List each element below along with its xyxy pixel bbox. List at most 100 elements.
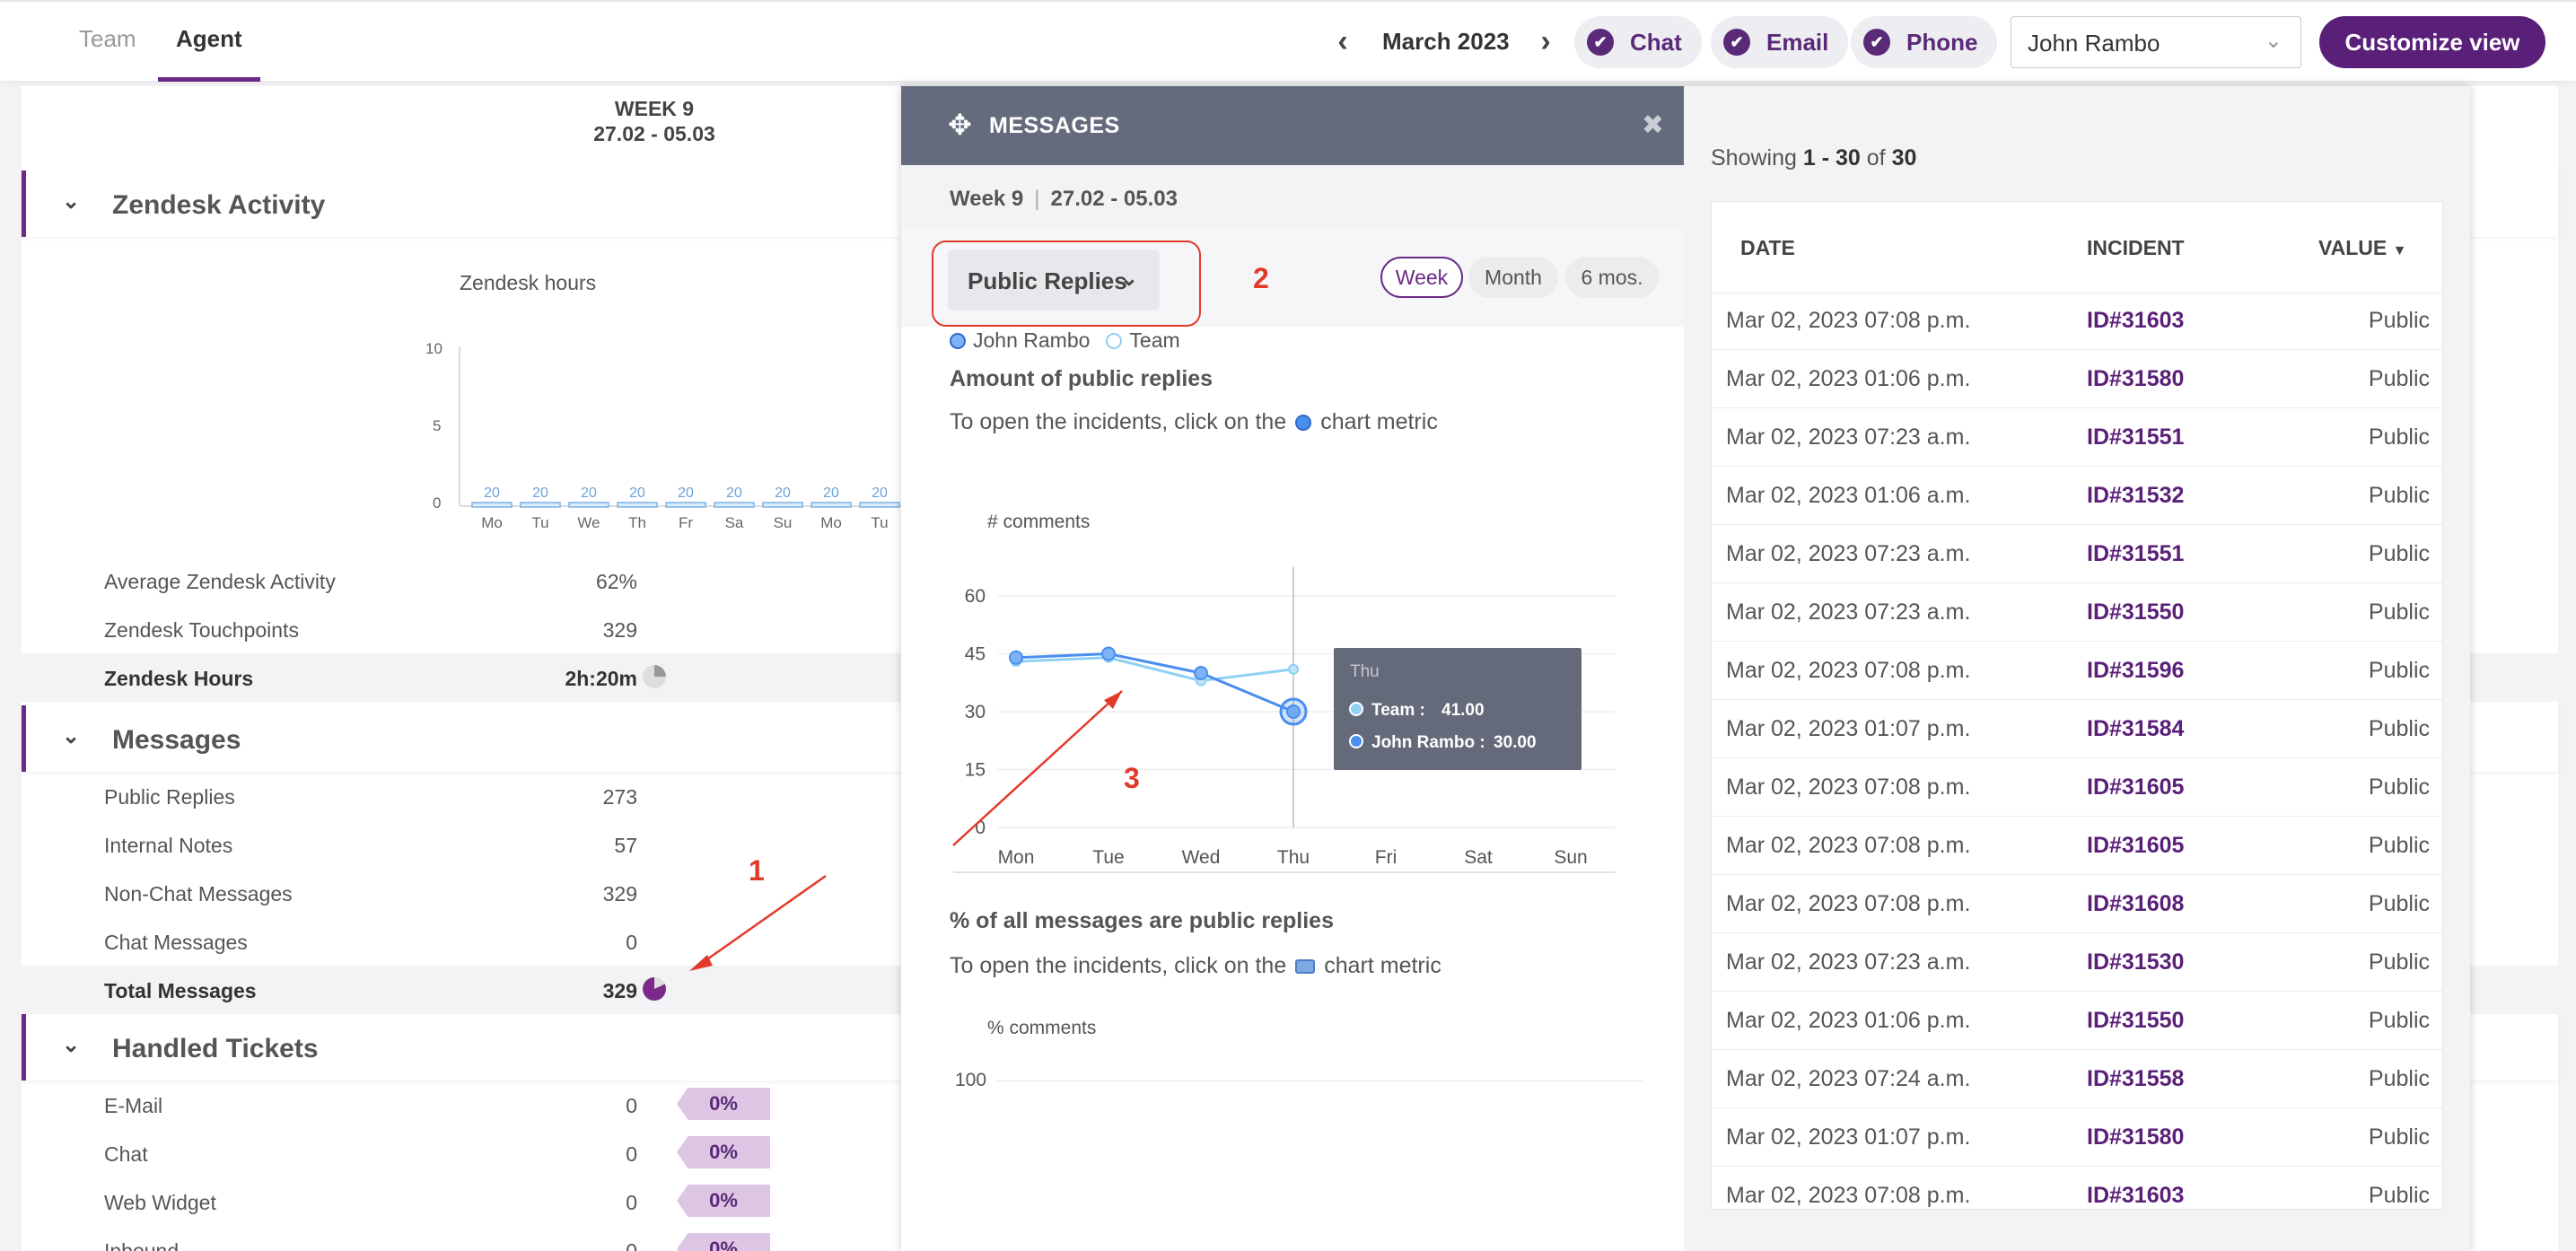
- series-line-team: [1015, 656, 1294, 683]
- chevron-right-icon[interactable]: ›: [1540, 24, 1551, 58]
- data-point: [1286, 704, 1301, 719]
- x-tick-label: Tue: [1092, 847, 1124, 868]
- row-value: Public: [2368, 658, 2430, 683]
- incident-link[interactable]: ID#31532: [2087, 483, 2185, 508]
- incident-link[interactable]: ID#31550: [2087, 1008, 2185, 1033]
- move-icon[interactable]: ✥: [948, 109, 972, 141]
- period-6-months[interactable]: 6 mos.: [1565, 257, 1659, 298]
- check-icon: ✔: [1587, 29, 1614, 56]
- incident-link[interactable]: ID#31605: [2087, 833, 2185, 858]
- zendesk-hours-bar: [714, 502, 755, 508]
- row-value: 62%: [595, 570, 637, 593]
- column-header-date[interactable]: DATE: [1740, 236, 1795, 259]
- incident-link[interactable]: ID#31596: [2087, 658, 2185, 683]
- table-row[interactable]: Mar 02, 2023 07:23 a.m. ID#31551 Public: [1712, 525, 2442, 583]
- table-row[interactable]: Mar 02, 2023 07:08 p.m. ID#31608 Public: [1712, 875, 2442, 933]
- table-row[interactable]: Mar 02, 2023 01:06 a.m. ID#31532 Public: [1712, 467, 2442, 525]
- row-value: 329: [602, 618, 637, 642]
- table-row[interactable]: Mar 02, 2023 07:08 p.m. ID#31596 Public: [1712, 642, 2442, 700]
- period-week[interactable]: Week: [1380, 257, 1463, 298]
- column-header-value[interactable]: VALUE ▼: [2318, 236, 2406, 260]
- chip-label: Phone: [1906, 28, 1978, 56]
- table-row[interactable]: Mar 02, 2023 07:08 p.m. ID#31605 Public: [1712, 758, 2442, 817]
- hint-text: To open the incidents, click on the: [950, 409, 1287, 434]
- modal-title: MESSAGES: [989, 113, 1120, 138]
- table-row[interactable]: Mar 02, 2023 07:08 p.m. ID#31603 Public: [1712, 292, 2442, 350]
- modal-chart-panel: Public Replies ⌄ 2 Week Month 6 mos. Joh…: [901, 230, 1684, 1251]
- chevron-down-icon[interactable]: ⌄: [62, 724, 81, 748]
- x-tick-label: Sat: [1464, 847, 1493, 868]
- row-value: 2h:20m: [565, 667, 637, 690]
- incident-link[interactable]: ID#31530: [2087, 949, 2185, 975]
- week-label: WEEK 9: [614, 97, 695, 120]
- chevron-left-icon[interactable]: ‹: [1337, 24, 1348, 58]
- table-row[interactable]: Mar 02, 2023 01:07 p.m. ID#31584 Public: [1712, 700, 2442, 758]
- pie-chart-icon[interactable]: [643, 665, 666, 688]
- customize-view-button[interactable]: Customize view: [2319, 16, 2545, 68]
- chart2-y-tick: 100: [955, 1070, 987, 1090]
- x-tick-label: Wed: [1182, 847, 1221, 868]
- incident-link[interactable]: ID#31551: [2087, 424, 2185, 450]
- table-row[interactable]: Mar 02, 2023 01:06 p.m. ID#31550 Public: [1712, 992, 2442, 1050]
- annotation-arrowhead-3: [1104, 691, 1122, 709]
- column-header-incident[interactable]: INCIDENT: [2087, 236, 2185, 259]
- y-tick: 5: [433, 417, 441, 434]
- incident-link[interactable]: ID#31558: [2087, 1066, 2185, 1091]
- table-row[interactable]: Mar 02, 2023 07:08 p.m. ID#31603 Public: [1712, 1167, 2442, 1209]
- agent-select[interactable]: John Rambo ⌄: [2011, 16, 2301, 68]
- modal-header[interactable]: ✥ MESSAGES ✖: [901, 86, 1684, 165]
- row-label: Inbound: [104, 1239, 180, 1251]
- row-date: Mar 02, 2023 07:08 p.m.: [1726, 833, 1971, 858]
- tab-team[interactable]: Team: [79, 25, 136, 52]
- metric-dropdown[interactable]: Public Replies ⌄: [948, 249, 1160, 311]
- legend-agent[interactable]: John Rambo: [973, 328, 1091, 352]
- table-row[interactable]: Mar 02, 2023 07:23 a.m. ID#31550 Public: [1712, 583, 2442, 642]
- row-date: Mar 02, 2023 07:23 a.m.: [1726, 424, 1971, 450]
- bar-label: 20: [532, 486, 548, 501]
- incident-link[interactable]: ID#31605: [2087, 774, 2185, 800]
- row-label: Chat Messages: [104, 931, 248, 954]
- data-point: [1288, 663, 1299, 675]
- table-row[interactable]: Mar 02, 2023 01:06 p.m. ID#31580 Public: [1712, 350, 2442, 408]
- close-icon[interactable]: ✖: [1641, 110, 1664, 140]
- filter-chip-email[interactable]: ✔ Email: [1711, 16, 1849, 68]
- incident-link[interactable]: ID#31580: [2087, 1124, 2185, 1150]
- row-date: Mar 02, 2023 07:24 a.m.: [1726, 1066, 1971, 1091]
- incident-link[interactable]: ID#31584: [2087, 716, 2185, 741]
- chevron-down-icon[interactable]: ⌄: [62, 189, 81, 214]
- row-value: Public: [2368, 1008, 2430, 1033]
- tooltip-day: Thu: [1350, 662, 1380, 681]
- row-value: Public: [2368, 599, 2430, 625]
- incident-link[interactable]: ID#31580: [2087, 366, 2185, 391]
- legend-team[interactable]: Team: [1129, 328, 1180, 352]
- filter-chip-phone[interactable]: ✔ Phone: [1851, 16, 1998, 68]
- annotation-label-1: 1: [749, 854, 765, 887]
- chevron-down-icon[interactable]: ⌄: [62, 1033, 81, 1057]
- agent-select-value: John Rambo: [2028, 30, 2160, 57]
- incident-link[interactable]: ID#31603: [2087, 1183, 2185, 1208]
- table-row[interactable]: Mar 02, 2023 01:07 p.m. ID#31580 Public: [1712, 1108, 2442, 1167]
- pie-chart-icon[interactable]: [643, 977, 666, 1001]
- incident-link[interactable]: ID#31603: [2087, 308, 2185, 333]
- check-icon: ✔: [1723, 29, 1750, 56]
- tickets-row: Inbound 0 0%: [22, 1226, 2558, 1251]
- filter-chip-chat[interactable]: ✔ Chat: [1574, 16, 1702, 68]
- chart-legend: John Rambo Team: [950, 328, 1180, 353]
- row-date: Mar 02, 2023 07:08 p.m.: [1726, 658, 1971, 683]
- tickets-row: Web Widget 0 0%: [22, 1177, 2558, 1226]
- public-replies-line-chart[interactable]: # comments 0 15 30 45 60 Mon Tue Wed Thu Fri Sat Su…: [933, 510, 1643, 874]
- table-row[interactable]: Mar 02, 2023 07:23 a.m. ID#31551 Public: [1712, 408, 2442, 467]
- zendesk-hours-chart: 10 5 0 20 Mo 20 Tu 20 We 20 Th 20 Fr 20 Sa 20 Su 20 Mo 2…: [425, 340, 928, 531]
- incident-link[interactable]: ID#31608: [2087, 891, 2185, 916]
- incident-link[interactable]: ID#31550: [2087, 599, 2185, 625]
- showing-range: 1 - 30: [1802, 145, 1861, 171]
- table-row[interactable]: Mar 02, 2023 07:08 p.m. ID#31605 Public: [1712, 817, 2442, 875]
- tickets-row: Chat 0 0%: [22, 1129, 2558, 1177]
- x-tick: Tu: [531, 514, 548, 531]
- table-row[interactable]: Mar 02, 2023 07:23 a.m. ID#31530 Public: [1712, 933, 2442, 992]
- table-row[interactable]: Mar 02, 2023 07:24 a.m. ID#31558 Public: [1712, 1050, 2442, 1108]
- tab-agent[interactable]: Agent: [176, 25, 242, 52]
- zendesk-row: Zendesk Touchpoints 329: [22, 605, 2558, 653]
- period-month[interactable]: Month: [1468, 257, 1558, 298]
- incident-link[interactable]: ID#31551: [2087, 541, 2185, 566]
